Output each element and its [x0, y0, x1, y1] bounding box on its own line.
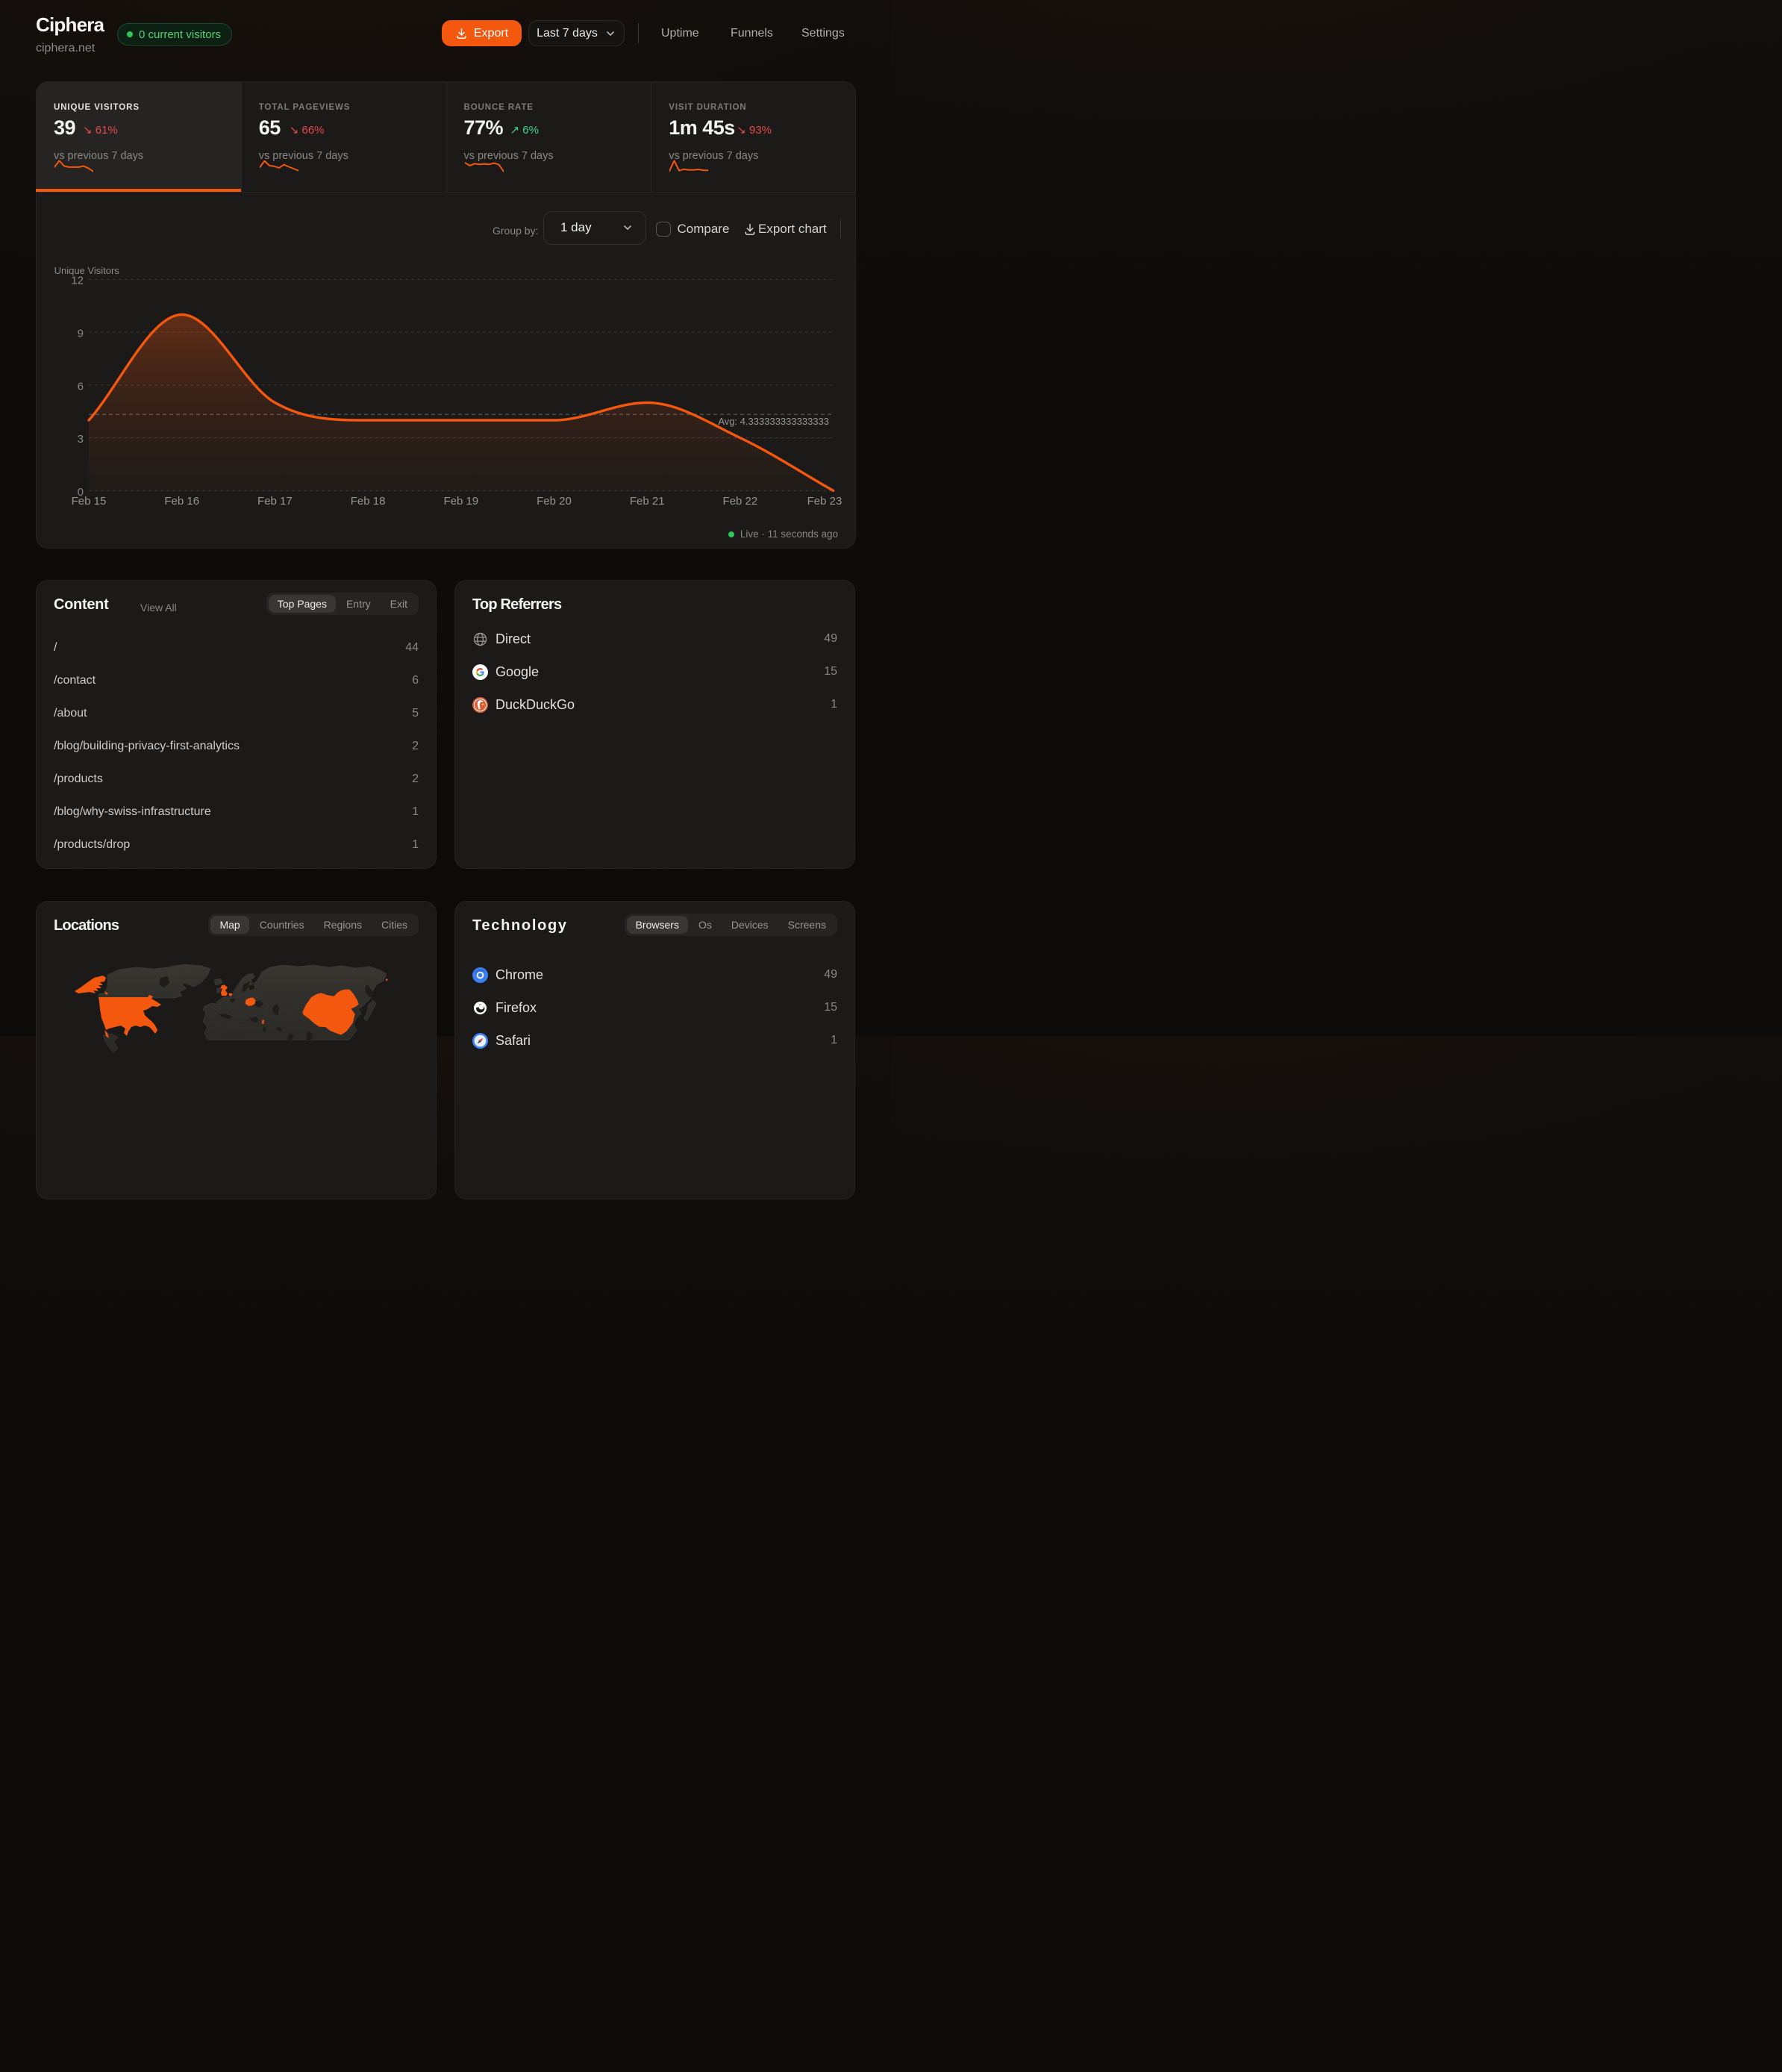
svg-text:Feb 16: Feb 16 [164, 495, 199, 508]
svg-text:Feb 22: Feb 22 [723, 495, 758, 508]
svg-text:Feb 17: Feb 17 [257, 495, 293, 508]
svg-text:6: 6 [78, 380, 84, 393]
svg-text:Feb 20: Feb 20 [537, 495, 572, 508]
svg-text:Avg: 4.333333333333333: Avg: 4.333333333333333 [718, 416, 829, 427]
svg-text:0: 0 [78, 486, 84, 499]
svg-text:Feb 15: Feb 15 [72, 495, 107, 508]
svg-text:Feb 18: Feb 18 [351, 495, 386, 508]
svg-text:Feb 23: Feb 23 [807, 495, 842, 508]
svg-text:3: 3 [78, 433, 84, 446]
svg-text:Feb 21: Feb 21 [630, 495, 665, 508]
svg-text:12: 12 [71, 275, 84, 287]
svg-text:Feb 19: Feb 19 [443, 495, 478, 508]
svg-text:9: 9 [78, 328, 84, 340]
